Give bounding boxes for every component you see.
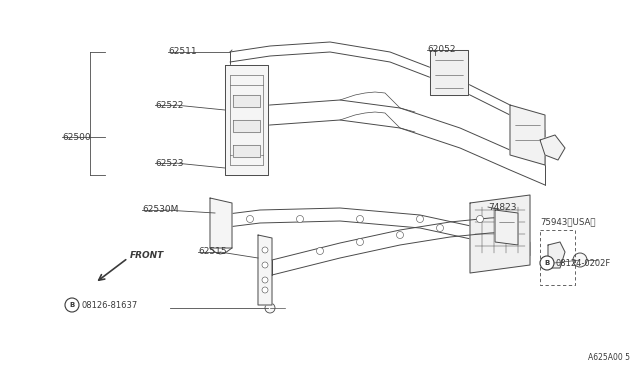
Polygon shape [470,195,530,273]
Text: A625A00 5: A625A00 5 [588,353,630,362]
Polygon shape [258,235,272,305]
Polygon shape [225,65,268,175]
Text: B: B [69,302,75,308]
Circle shape [262,287,268,293]
Circle shape [262,277,268,283]
Text: B: B [545,260,550,266]
Polygon shape [510,105,545,165]
Circle shape [573,253,587,267]
Text: 62523: 62523 [155,158,184,167]
Text: FRONT: FRONT [130,250,164,260]
Polygon shape [540,135,565,160]
Text: 08126-81637: 08126-81637 [81,301,137,310]
Circle shape [417,215,424,222]
Circle shape [246,215,253,222]
Circle shape [477,215,483,222]
Polygon shape [233,95,260,107]
Text: 62530M: 62530M [142,205,179,215]
Polygon shape [548,242,565,268]
Polygon shape [233,120,260,132]
Circle shape [356,215,364,222]
Text: 62522: 62522 [155,100,184,109]
Circle shape [265,303,275,313]
Polygon shape [495,210,518,245]
Circle shape [540,256,554,270]
Circle shape [262,262,268,268]
Circle shape [397,231,403,238]
Text: 08124-0202F: 08124-0202F [556,259,611,267]
Polygon shape [430,50,468,95]
Circle shape [317,247,323,254]
Circle shape [262,247,268,253]
Polygon shape [233,145,260,157]
Text: 62511: 62511 [168,48,196,57]
Polygon shape [210,198,232,248]
Circle shape [436,224,444,231]
Text: 74823: 74823 [488,202,516,212]
Text: 75943〈USA〉: 75943〈USA〉 [540,218,595,227]
Circle shape [296,215,303,222]
Text: 62500: 62500 [62,132,91,141]
Text: 62052: 62052 [427,45,456,55]
Circle shape [356,238,364,246]
Text: 62515: 62515 [198,247,227,257]
Circle shape [65,298,79,312]
